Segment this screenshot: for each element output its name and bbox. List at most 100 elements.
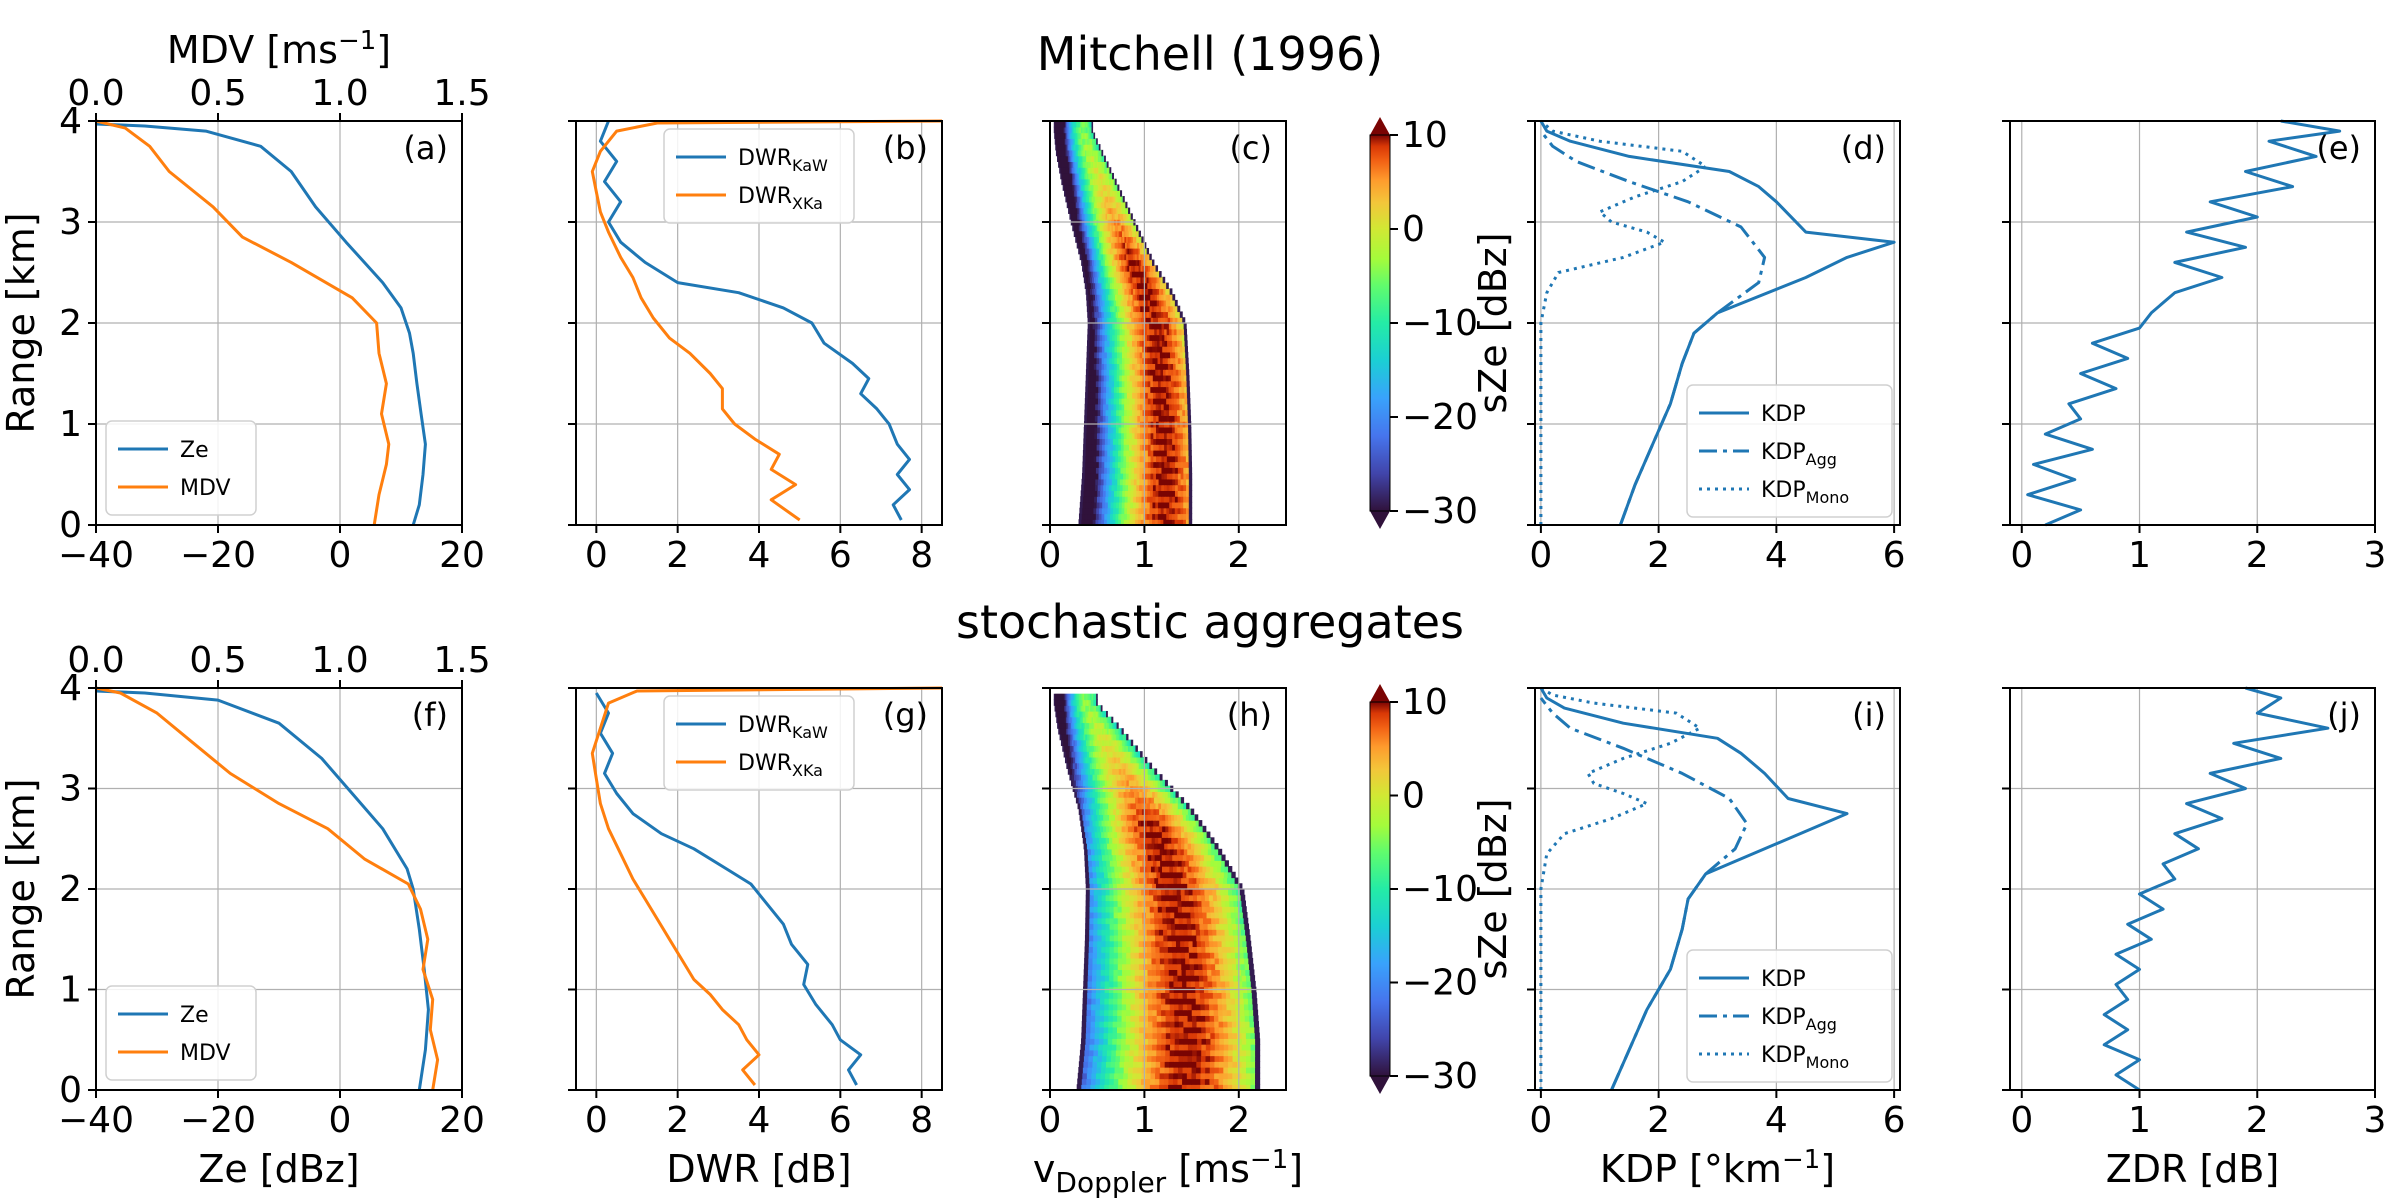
- heatmap-cell: [1079, 178, 1082, 186]
- heatmap-cell: [1163, 1078, 1170, 1085]
- heatmap-cells-c: [1053, 121, 1193, 526]
- heatmap-cell: [1224, 866, 1229, 873]
- heatmap-cell: [1169, 894, 1174, 902]
- heatmap-cell: [1091, 357, 1095, 364]
- heatmap-cell: [1083, 975, 1089, 982]
- heatmap-cell: [1159, 1078, 1165, 1085]
- heatmap-cell: [1116, 392, 1120, 399]
- heatmap-cell: [1202, 825, 1207, 833]
- heatmap-cell: [1135, 242, 1138, 249]
- heatmap-cell: [1137, 259, 1140, 266]
- heatmap-cell: [1120, 247, 1123, 255]
- heatmap-cell: [1101, 351, 1105, 359]
- heatmap-cell: [1197, 848, 1202, 856]
- heatmap-cell: [1080, 144, 1083, 151]
- heatmap-cell: [1150, 467, 1154, 474]
- heatmap-cell: [1191, 1078, 1197, 1085]
- heatmap-cell: [1209, 1078, 1215, 1085]
- heatmap-cell: [1160, 992, 1166, 999]
- heatmap-cell: [1147, 467, 1152, 474]
- heatmap-cell: [1113, 507, 1117, 515]
- heatmap-cell: [1182, 992, 1188, 999]
- heatmap-cell: [1168, 386, 1172, 393]
- heatmap-cell: [1213, 860, 1219, 867]
- heatmap-cell: [1161, 854, 1166, 861]
- heatmap-cell: [1098, 230, 1101, 238]
- heatmap-cell: [1134, 820, 1139, 827]
- heatmap-cell: [1137, 288, 1141, 295]
- heatmap-cell: [1165, 1009, 1171, 1016]
- heatmap-cell: [1163, 519, 1167, 526]
- heatmap-cell: [1207, 969, 1212, 976]
- heatmap-cell: [1067, 155, 1070, 162]
- heatmap-cell: [1139, 357, 1143, 364]
- heatmap-cell: [1099, 184, 1102, 191]
- heatmap-cell: [1147, 253, 1150, 261]
- heatmap-cell: [1137, 271, 1141, 278]
- heatmap-cell: [1093, 149, 1096, 157]
- heatmap-cell: [1071, 201, 1074, 209]
- heatmap-cell: [1107, 236, 1110, 243]
- heatmap-cell: [1112, 259, 1115, 266]
- heatmap-cell: [1079, 247, 1083, 255]
- heatmap-cell: [1186, 911, 1191, 919]
- heatmap-cell: [1170, 294, 1173, 301]
- heatmap-cell: [1172, 946, 1177, 953]
- heatmap-cell: [1174, 1049, 1180, 1057]
- heatmap-cell: [1090, 317, 1094, 324]
- heatmap-cell: [1076, 155, 1079, 162]
- heatmap-cell: [1061, 132, 1063, 139]
- heatmap-cell: [1094, 814, 1098, 821]
- heatmap-cell: [1124, 323, 1128, 330]
- heatmap-cell: [1254, 1026, 1260, 1034]
- heatmap-cell: [1211, 975, 1217, 982]
- heatmap-cell: [1087, 808, 1091, 815]
- heatmap-cell: [1158, 276, 1162, 284]
- heatmap-cell: [1079, 167, 1082, 174]
- heatmap-cell: [1111, 484, 1115, 491]
- heatmap-cell: [1084, 940, 1090, 948]
- heatmap-cell: [1069, 149, 1072, 157]
- heatmap-cell: [1091, 138, 1094, 145]
- heatmap-cell: [1096, 975, 1102, 982]
- heatmap-cell: [1250, 1049, 1256, 1057]
- heatmap-cell: [1197, 837, 1202, 844]
- heatmap-cell: [1196, 1055, 1202, 1062]
- heatmap-cell: [1115, 253, 1118, 261]
- heatmap-cell: [1110, 305, 1113, 313]
- heatmap-cell: [1227, 963, 1233, 970]
- heatmap-cell: [1105, 392, 1110, 399]
- heatmap-cell: [1109, 299, 1113, 307]
- heatmap-cell: [1136, 831, 1141, 838]
- heatmap-cell: [1133, 831, 1137, 838]
- heatmap-cell: [1105, 403, 1109, 411]
- heatmap-cell: [1132, 1072, 1138, 1080]
- heatmap-cell: [1152, 340, 1156, 347]
- heatmap-cell: [1127, 860, 1132, 867]
- heatmap-cell: [1147, 426, 1152, 434]
- heatmap-cell: [1084, 178, 1087, 186]
- heatmap-cell: [1081, 178, 1084, 186]
- x-tick-label: 20: [439, 535, 485, 576]
- heatmap-cell: [1138, 969, 1144, 976]
- heatmap-cell: [1120, 276, 1123, 284]
- heatmap-cell: [1097, 294, 1101, 301]
- legend-label: DWRKaW: [738, 146, 828, 175]
- heatmap-cell: [1068, 144, 1071, 151]
- heatmap-cell: [1091, 282, 1094, 289]
- heatmap-cell: [1085, 831, 1089, 838]
- heatmap-cell: [1159, 814, 1163, 821]
- heatmap-cell: [1101, 946, 1106, 953]
- heatmap-cell: [1093, 889, 1099, 896]
- heatmap-cell: [1106, 253, 1109, 261]
- heatmap-cell: [1194, 848, 1199, 856]
- heatmap-cell: [1164, 340, 1168, 347]
- heatmap-cell: [1144, 357, 1148, 364]
- heatmap-cell: [1083, 496, 1087, 503]
- heatmap-cell: [1053, 126, 1056, 134]
- heatmap-cell: [1203, 917, 1208, 925]
- heatmap-cell: [1070, 138, 1073, 145]
- heatmap-cell: [1124, 415, 1128, 422]
- heatmap-cell: [1181, 837, 1185, 844]
- heatmap-cell: [1180, 866, 1185, 873]
